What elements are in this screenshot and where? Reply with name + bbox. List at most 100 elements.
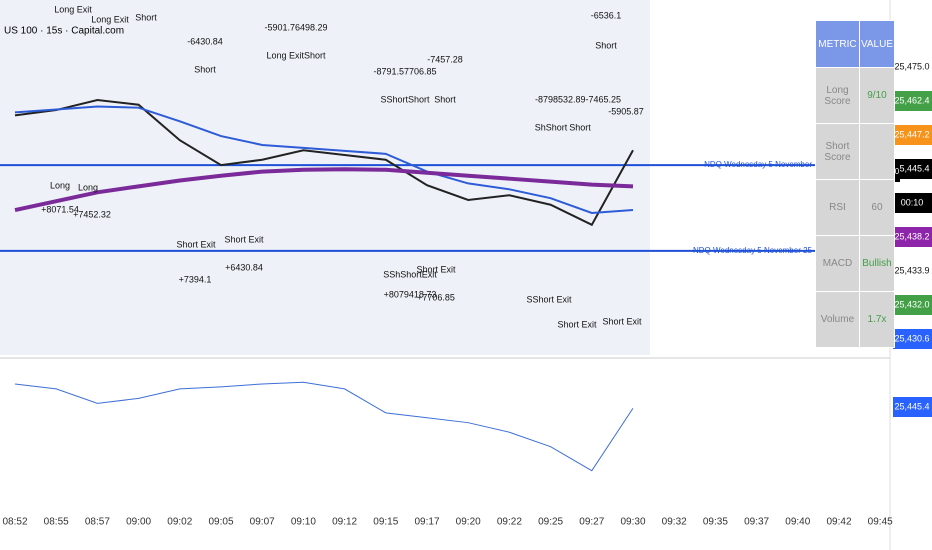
signal-label: Long (50, 180, 70, 190)
table-row: RSI 60 (815, 179, 896, 236)
price-tag-bg (893, 193, 932, 213)
x-tick-label: 09:07 (250, 517, 275, 528)
series-line (14, 98, 634, 227)
price-tag: 25,432.0 (894, 299, 929, 309)
signal-label: +7394.1 (179, 274, 212, 284)
price-tag: 25,445.4 (894, 163, 929, 173)
signal-label: Short (434, 94, 456, 104)
signal-label: -6430.84 (187, 36, 223, 46)
level-label: NDQ Wednesday 5 November (704, 160, 812, 169)
signal-label: Short Exit (557, 319, 597, 329)
signal-label: +8079418.73 (384, 289, 437, 299)
table-row: Short Score (815, 123, 896, 180)
signal-label: -8791.57706.85 (373, 66, 436, 76)
x-tick-label: 09:05 (208, 517, 233, 528)
signal-label: Long (78, 182, 98, 192)
signal-label: -5901.76498.29 (264, 22, 327, 32)
x-tick-label: 09:12 (332, 517, 357, 528)
signal-label: Short (194, 64, 216, 74)
x-tick-label: 08:52 (2, 517, 27, 528)
signal-label: Short (569, 122, 591, 132)
table-cell: Long Score (815, 67, 860, 124)
price-tag: 25,462.4 (894, 95, 929, 105)
table-cell: Short Score (815, 123, 860, 180)
lower-tag-bg (893, 397, 932, 417)
symbol-title: US 100 · 15s · Capital.com (4, 26, 124, 37)
x-tick-label: 09:20 (456, 517, 481, 528)
x-tick-label: 09:02 (167, 517, 192, 528)
signal-label: +7452.32 (73, 209, 111, 219)
price-tag-bg (893, 91, 932, 111)
price-tag: 25,447.2 (894, 129, 929, 139)
signal-label: SShort Exit (526, 294, 572, 304)
x-tick-label: 09:35 (703, 517, 728, 528)
signal-label: SShShortExit (383, 269, 437, 279)
x-tick-label: 09:27 (579, 517, 604, 528)
signal-label: +7706.85 (417, 292, 455, 302)
series-line (14, 381, 634, 472)
series-line (14, 105, 634, 215)
price-tag-bg (893, 57, 932, 77)
x-tick-label: 08:55 (44, 517, 69, 528)
price-tag-bg (893, 227, 932, 247)
x-tick-label: 09:32 (662, 517, 687, 528)
signal-label: Short Exit (176, 239, 216, 249)
metrics-table: METRIC VALUE Long Score 9/10 Short Score RSI 6… (815, 20, 896, 348)
x-tick-label: 08:57 (85, 517, 110, 528)
signal-label: -8798532.89-7465.25 (535, 94, 621, 104)
price-tag: 25,475.0 (894, 61, 929, 71)
x-tick-label: 09:10 (291, 517, 316, 528)
price-tag: 25,433.9 (894, 265, 929, 275)
price-tag-bg (893, 125, 932, 145)
price-tag: 25,430.6 (894, 333, 929, 343)
x-tick-label: 09:40 (785, 517, 810, 528)
table-row: MACD Bullish (815, 235, 896, 292)
price-tag-bg (893, 295, 932, 315)
x-tick-label: 09:25 (538, 517, 563, 528)
x-tick-label: 09:00 (126, 517, 151, 528)
table-cell: Volume (815, 291, 860, 348)
signal-label: Short (135, 12, 157, 22)
table-cell: MACD (815, 235, 860, 292)
signal-label: SShortShort (380, 94, 430, 104)
x-tick-label: 09:15 (373, 517, 398, 528)
x-tick-label: 09:22 (497, 517, 522, 528)
price-tag: 25,438.2 (894, 231, 929, 241)
x-tick-label: 09:17 (414, 517, 439, 528)
price-tag-bg (893, 261, 932, 281)
signal-label: Short Exit (224, 234, 264, 244)
signal-label: -5905.87 (608, 106, 644, 116)
price-tag-bg (893, 329, 932, 349)
table-cell: Bullish (858, 235, 896, 292)
price-tag: 00:10 (901, 197, 924, 207)
x-tick-label: 09:37 (744, 517, 769, 528)
table-cell: 9/10 (858, 67, 896, 124)
x-tick-label: 09:45 (868, 517, 893, 528)
signal-label: Long Exit (54, 4, 92, 14)
table-header: METRIC VALUE (815, 20, 896, 68)
signal-label: Long ExitShort (266, 50, 326, 60)
table-cell: 1.7x (858, 291, 896, 348)
session-bg (0, 0, 650, 355)
signal-label: -7457.28 (427, 54, 463, 64)
x-tick-label: 09:30 (620, 517, 645, 528)
signal-label: +6430.84 (225, 262, 263, 272)
signal-label: Short (595, 40, 617, 50)
signal-label: Short Exit (416, 264, 456, 274)
table-cell (858, 123, 896, 180)
table-row: Volume 1.7x (815, 291, 896, 348)
table-row: Long Score 9/10 (815, 67, 896, 124)
price-tag-bg (893, 159, 932, 179)
signal-label: -6536.1 (591, 10, 622, 20)
table-cell: 60 (858, 179, 896, 236)
table-cell: METRIC (815, 20, 860, 68)
level-label: NDQ Wednesday 5 November 25 (693, 246, 813, 255)
signal-label: Short Exit (602, 316, 642, 326)
lower-tag: 25,445.4 (894, 401, 929, 411)
signal-label: +8071.54 (41, 204, 79, 214)
signal-label: ShShort (535, 122, 568, 132)
x-tick-label: 09:42 (826, 517, 851, 528)
signal-label: Long Exit (91, 14, 129, 24)
table-cell: RSI (815, 179, 860, 236)
